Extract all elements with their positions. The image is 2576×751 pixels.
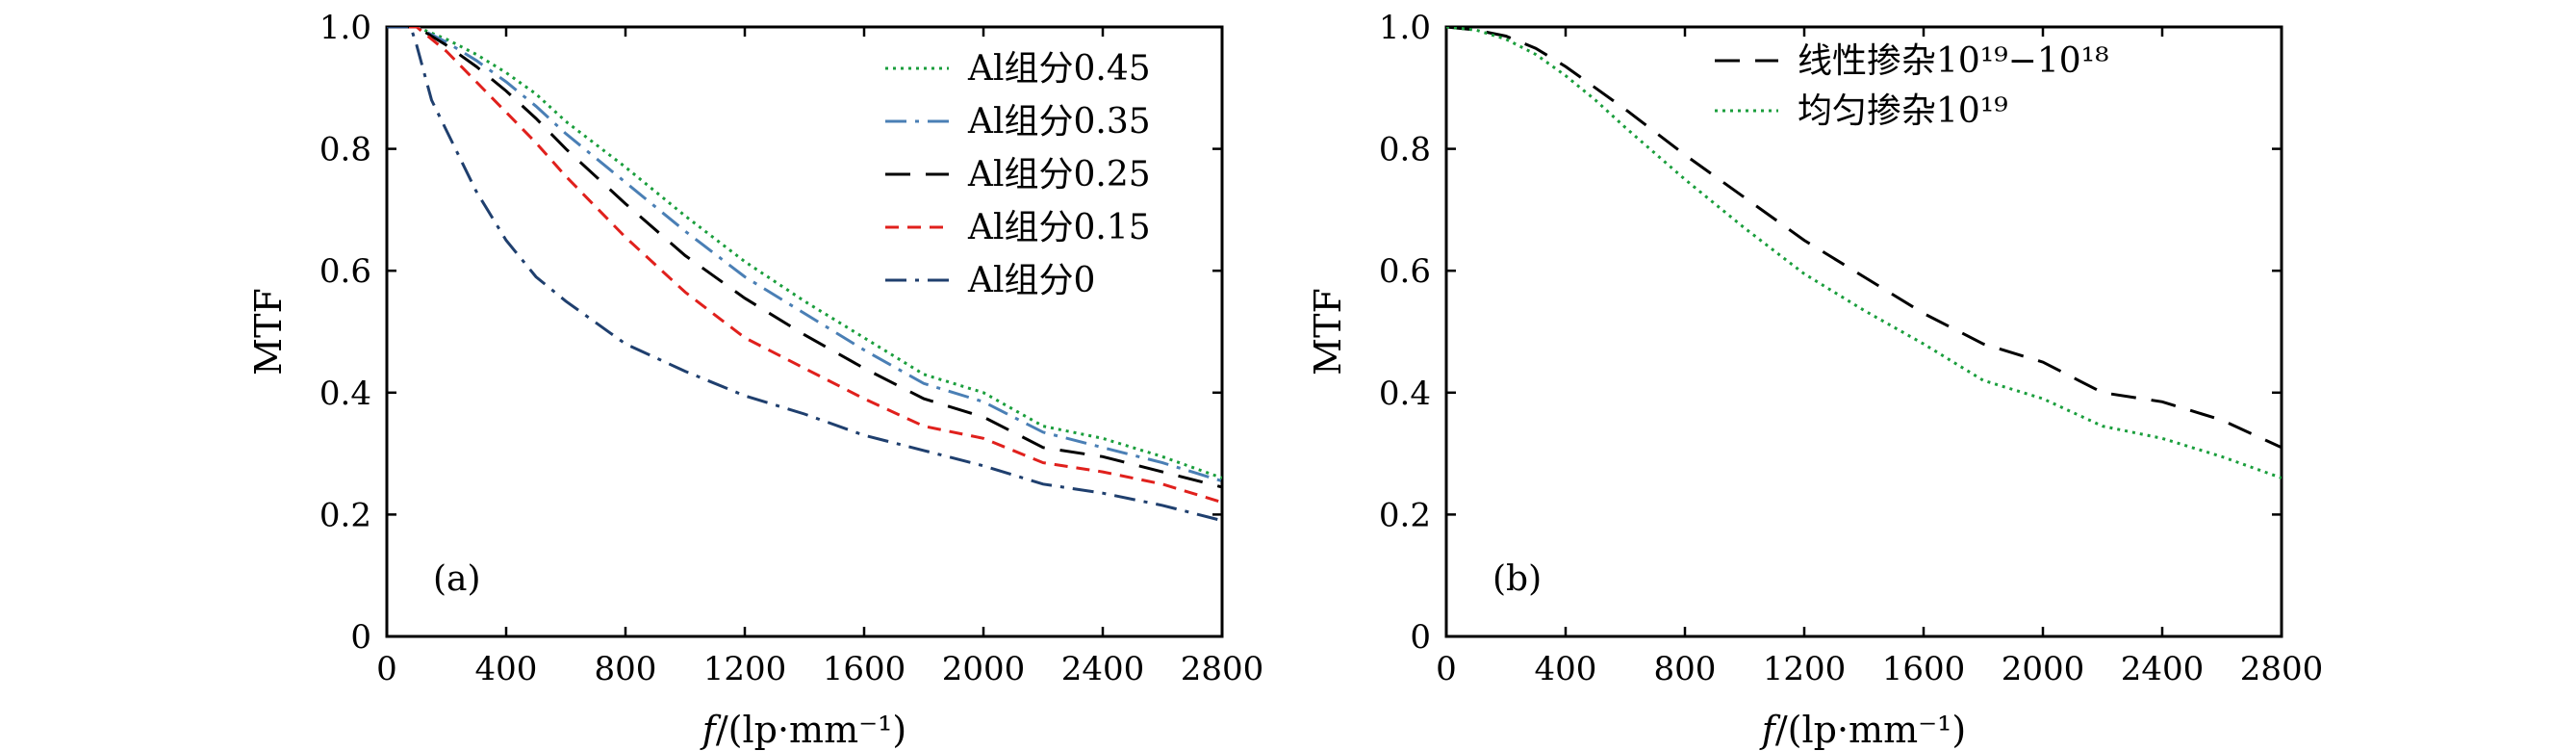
y-tick-label: 0.2 <box>1379 496 1431 534</box>
y-tick-label: 1.0 <box>1379 9 1431 47</box>
panel-label: (b) <box>1492 559 1542 599</box>
y-tick-label: 0 <box>350 618 371 657</box>
x-tick-label: 2000 <box>942 650 1026 688</box>
panel-label: (a) <box>433 559 481 599</box>
legend-label: 线性掺杂10¹⁹−10¹⁸ <box>1798 41 2109 81</box>
legend-label: 均匀掺杂10¹⁹ <box>1798 91 2008 131</box>
x-tick-label: 400 <box>475 650 538 688</box>
y-tick-label: 0.2 <box>319 496 371 534</box>
x-tick-label: 1600 <box>1882 650 1966 688</box>
series-line-1 <box>387 27 1222 483</box>
legend-label: Al组分0.35 <box>967 102 1151 142</box>
plot-frame <box>385 25 1224 638</box>
series-line-4 <box>387 27 1222 523</box>
y-axis-title: MTF <box>1307 288 1349 376</box>
x-axis-title: f/(lp·mm⁻¹) <box>1759 709 1966 751</box>
x-tick-label: 2400 <box>2121 650 2205 688</box>
legend-label: Al组分0.25 <box>967 155 1151 194</box>
x-tick-label: 0 <box>1436 650 1457 688</box>
x-tick-label: 1200 <box>703 650 787 688</box>
x-tick-label: 800 <box>595 650 657 688</box>
series-line-1 <box>1446 27 2282 479</box>
x-tick-label: 2400 <box>1061 650 1145 688</box>
legend-label: Al组分0.15 <box>967 208 1151 247</box>
series-line-0 <box>1446 27 2282 450</box>
series-line-3 <box>387 27 1222 505</box>
series-line-0 <box>387 27 1222 479</box>
y-tick-label: 1.0 <box>319 9 371 47</box>
x-tick-label: 800 <box>1654 650 1717 688</box>
x-tick-label: 400 <box>1535 650 1597 688</box>
x-tick-label: 1600 <box>823 650 906 688</box>
y-axis-title: MTF <box>247 288 290 376</box>
y-tick-label: 0.4 <box>1379 375 1431 413</box>
x-tick-label: 2800 <box>2240 650 2324 688</box>
chart-panel-a: 0 400 800 1200 1600 2000 2400 2800 0 0.2 0.4 0.6 0.8… <box>247 9 1263 751</box>
x-axis-title: f/(lp·mm⁻¹) <box>700 709 906 751</box>
x-tick-label: 2000 <box>2002 650 2085 688</box>
y-tick-label: 0 <box>1410 618 1431 657</box>
y-tick-label: 0.4 <box>319 375 371 413</box>
series-line-2 <box>387 27 1222 489</box>
chart-panel-b: 0 400 800 1200 1600 2000 2400 2800 0 0.2 0.4 0.6 0.8… <box>1307 9 2323 751</box>
y-tick-label: 0.6 <box>319 252 371 291</box>
y-tick-label: 0.8 <box>319 131 371 169</box>
plot-frame <box>1444 25 2283 638</box>
x-tick-label: 0 <box>376 650 397 688</box>
y-tick-label: 0.8 <box>1379 131 1431 169</box>
legend-label: Al组分0 <box>967 261 1095 300</box>
x-tick-label: 2800 <box>1181 650 1264 688</box>
y-tick-label: 0.6 <box>1379 252 1431 291</box>
legend-label: Al组分0.45 <box>967 49 1151 89</box>
x-tick-label: 1200 <box>1763 650 1847 688</box>
